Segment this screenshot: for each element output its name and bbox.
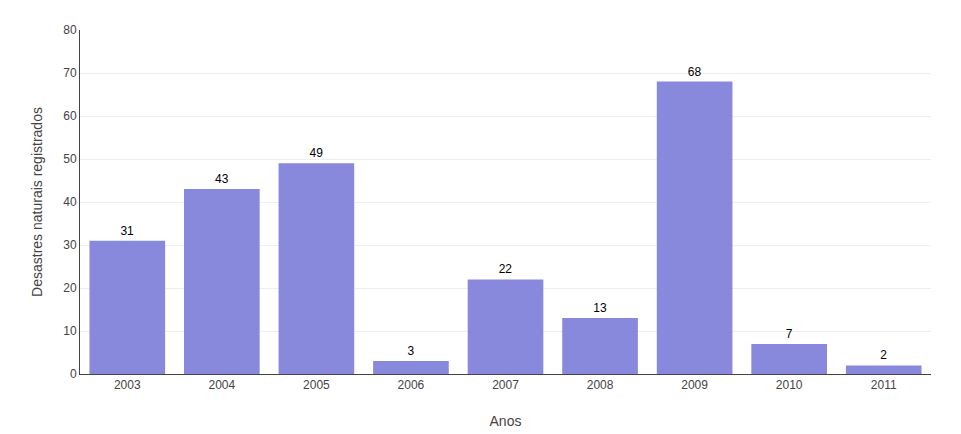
svg-text:40: 40 [63, 195, 77, 209]
svg-text:22: 22 [499, 262, 513, 276]
svg-text:80: 80 [63, 23, 77, 37]
svg-text:68: 68 [688, 65, 702, 79]
svg-text:2003: 2003 [114, 378, 141, 392]
svg-text:20: 20 [63, 281, 77, 295]
svg-text:0: 0 [70, 367, 77, 381]
svg-text:30: 30 [63, 238, 77, 252]
svg-text:Desastres naturais registrados: Desastres naturais registrados [29, 107, 45, 297]
svg-text:2006: 2006 [398, 378, 425, 392]
svg-text:2005: 2005 [303, 378, 330, 392]
svg-text:2009: 2009 [681, 378, 708, 392]
svg-text:2011: 2011 [871, 378, 897, 392]
svg-text:49: 49 [310, 146, 324, 160]
svg-text:70: 70 [63, 66, 77, 80]
svg-text:2: 2 [880, 348, 887, 362]
svg-text:50: 50 [63, 152, 77, 166]
svg-text:10: 10 [63, 324, 77, 338]
svg-text:13: 13 [593, 301, 607, 315]
svg-text:31: 31 [120, 224, 134, 238]
svg-text:2004: 2004 [208, 378, 235, 392]
svg-text:Anos: Anos [490, 413, 522, 429]
svg-text:60: 60 [63, 109, 77, 123]
svg-text:43: 43 [215, 172, 229, 186]
svg-text:2010: 2010 [776, 378, 803, 392]
svg-text:3: 3 [407, 344, 414, 358]
svg-text:7: 7 [786, 327, 793, 341]
svg-text:2007: 2007 [492, 378, 519, 392]
svg-text:2008: 2008 [587, 378, 614, 392]
